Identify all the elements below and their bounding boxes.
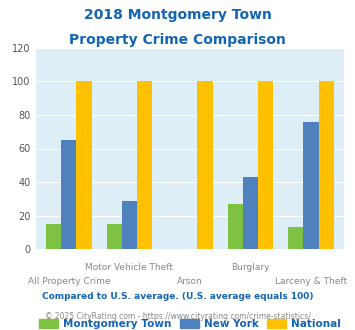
Bar xyxy=(304,122,319,249)
Bar xyxy=(288,227,304,249)
Bar xyxy=(137,82,152,249)
Bar xyxy=(106,224,122,249)
Text: 2018 Montgomery Town: 2018 Montgomery Town xyxy=(83,8,272,22)
Text: Property Crime Comparison: Property Crime Comparison xyxy=(69,33,286,47)
Bar xyxy=(258,82,273,249)
Bar xyxy=(61,140,76,249)
Text: Compared to U.S. average. (U.S. average equals 100): Compared to U.S. average. (U.S. average … xyxy=(42,292,313,301)
Text: © 2025 CityRating.com - https://www.cityrating.com/crime-statistics/: © 2025 CityRating.com - https://www.city… xyxy=(45,312,310,321)
Text: Larceny & Theft: Larceny & Theft xyxy=(275,277,347,286)
Bar xyxy=(46,224,61,249)
Bar xyxy=(122,201,137,249)
Bar xyxy=(197,82,213,249)
Text: Motor Vehicle Theft: Motor Vehicle Theft xyxy=(85,263,173,272)
Text: All Property Crime: All Property Crime xyxy=(28,277,110,286)
Legend: Montgomery Town, New York, National: Montgomery Town, New York, National xyxy=(35,315,345,330)
Bar xyxy=(228,204,243,249)
Bar xyxy=(319,82,334,249)
Bar xyxy=(76,82,92,249)
Bar xyxy=(243,177,258,249)
Text: Arson: Arson xyxy=(177,277,203,286)
Text: Burglary: Burglary xyxy=(231,263,270,272)
